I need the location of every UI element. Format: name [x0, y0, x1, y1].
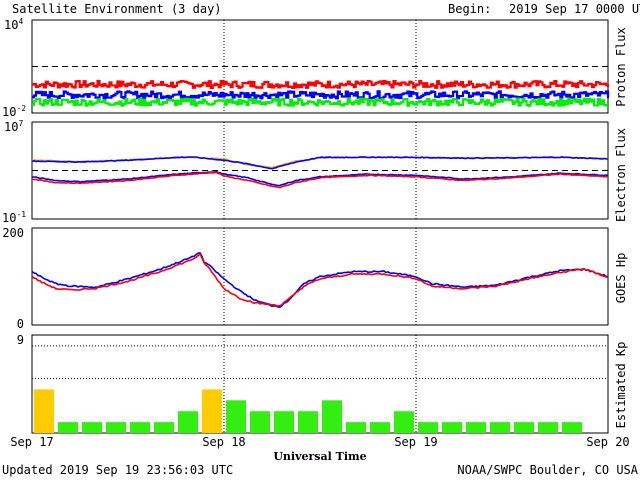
kp-bar	[82, 422, 102, 433]
proton-series-red	[32, 79, 610, 89]
y-tick-label: 10-1	[2, 210, 26, 225]
updated-timestamp: Updated 2019 Sep 19 23:56:03 UTC	[2, 463, 233, 477]
kp-bar	[394, 411, 414, 433]
proton-series-blue	[32, 90, 610, 100]
kp-bar	[58, 422, 78, 433]
y-tick-label: 107	[4, 119, 23, 134]
x-tick-sep17: Sep 17	[10, 435, 53, 449]
kp-bar	[466, 422, 486, 433]
proton-flux-panel: 104 10-2	[2, 17, 610, 119]
x-tick-sep19: Sep 19	[394, 435, 437, 449]
kp-bar	[418, 422, 438, 433]
y-tick-label: 9	[17, 333, 24, 347]
kp-bar	[538, 422, 558, 433]
y-tick-label: 10-2	[2, 104, 26, 119]
y-tick-label: 104	[4, 17, 23, 32]
goes-hp-label: GOES Hp	[614, 253, 628, 304]
x-axis-label: Universal Time	[273, 450, 366, 463]
kp-panel: 9	[17, 333, 609, 434]
kp-bar	[178, 411, 198, 433]
electron-frame	[31, 121, 609, 220]
proton-flux-label: Proton Flux	[614, 27, 628, 106]
kp-bar	[346, 422, 366, 433]
kp-bar	[34, 389, 54, 433]
x-tick-sep18: Sep 18	[202, 435, 245, 449]
kp-bar	[226, 400, 246, 433]
chart-title: Satellite Environment (3 day)	[12, 2, 222, 16]
kp-bar	[106, 422, 126, 433]
begin-date: 2019 Sep 17 0000 UTC	[509, 2, 640, 16]
kp-bar	[514, 422, 534, 433]
kp-bar	[442, 422, 462, 433]
kp-bar	[370, 422, 390, 433]
kp-bar	[490, 422, 510, 433]
kp-bar	[130, 422, 150, 433]
kp-bar	[250, 411, 270, 433]
begin-label: Begin:	[448, 2, 491, 16]
y-tick-label: 0	[17, 317, 24, 331]
kp-bar	[202, 389, 222, 433]
credit: NOAA/SWPC Boulder, CO USA	[457, 463, 638, 477]
kp-bar	[562, 422, 582, 433]
y-tick-label: 200	[2, 226, 24, 240]
kp-bar	[154, 422, 174, 433]
kp-bar	[322, 400, 342, 433]
electron-series-blue	[31, 156, 609, 170]
electron-flux-label: Electron Flux	[614, 128, 628, 222]
proton-series-green	[32, 97, 610, 107]
electron-series-red	[31, 171, 609, 189]
goes-hp-series-red	[31, 252, 609, 307]
electron-series-orange	[32, 156, 609, 169]
x-tick-sep20: Sep 20	[586, 435, 629, 449]
electron-series-blue	[32, 170, 609, 187]
kp-frame	[31, 334, 609, 434]
kp-bar	[298, 411, 318, 433]
kp-bar	[274, 411, 294, 433]
electron-flux-panel: 107 10-1	[2, 119, 609, 225]
kp-label: Estimated Kp	[614, 342, 628, 429]
